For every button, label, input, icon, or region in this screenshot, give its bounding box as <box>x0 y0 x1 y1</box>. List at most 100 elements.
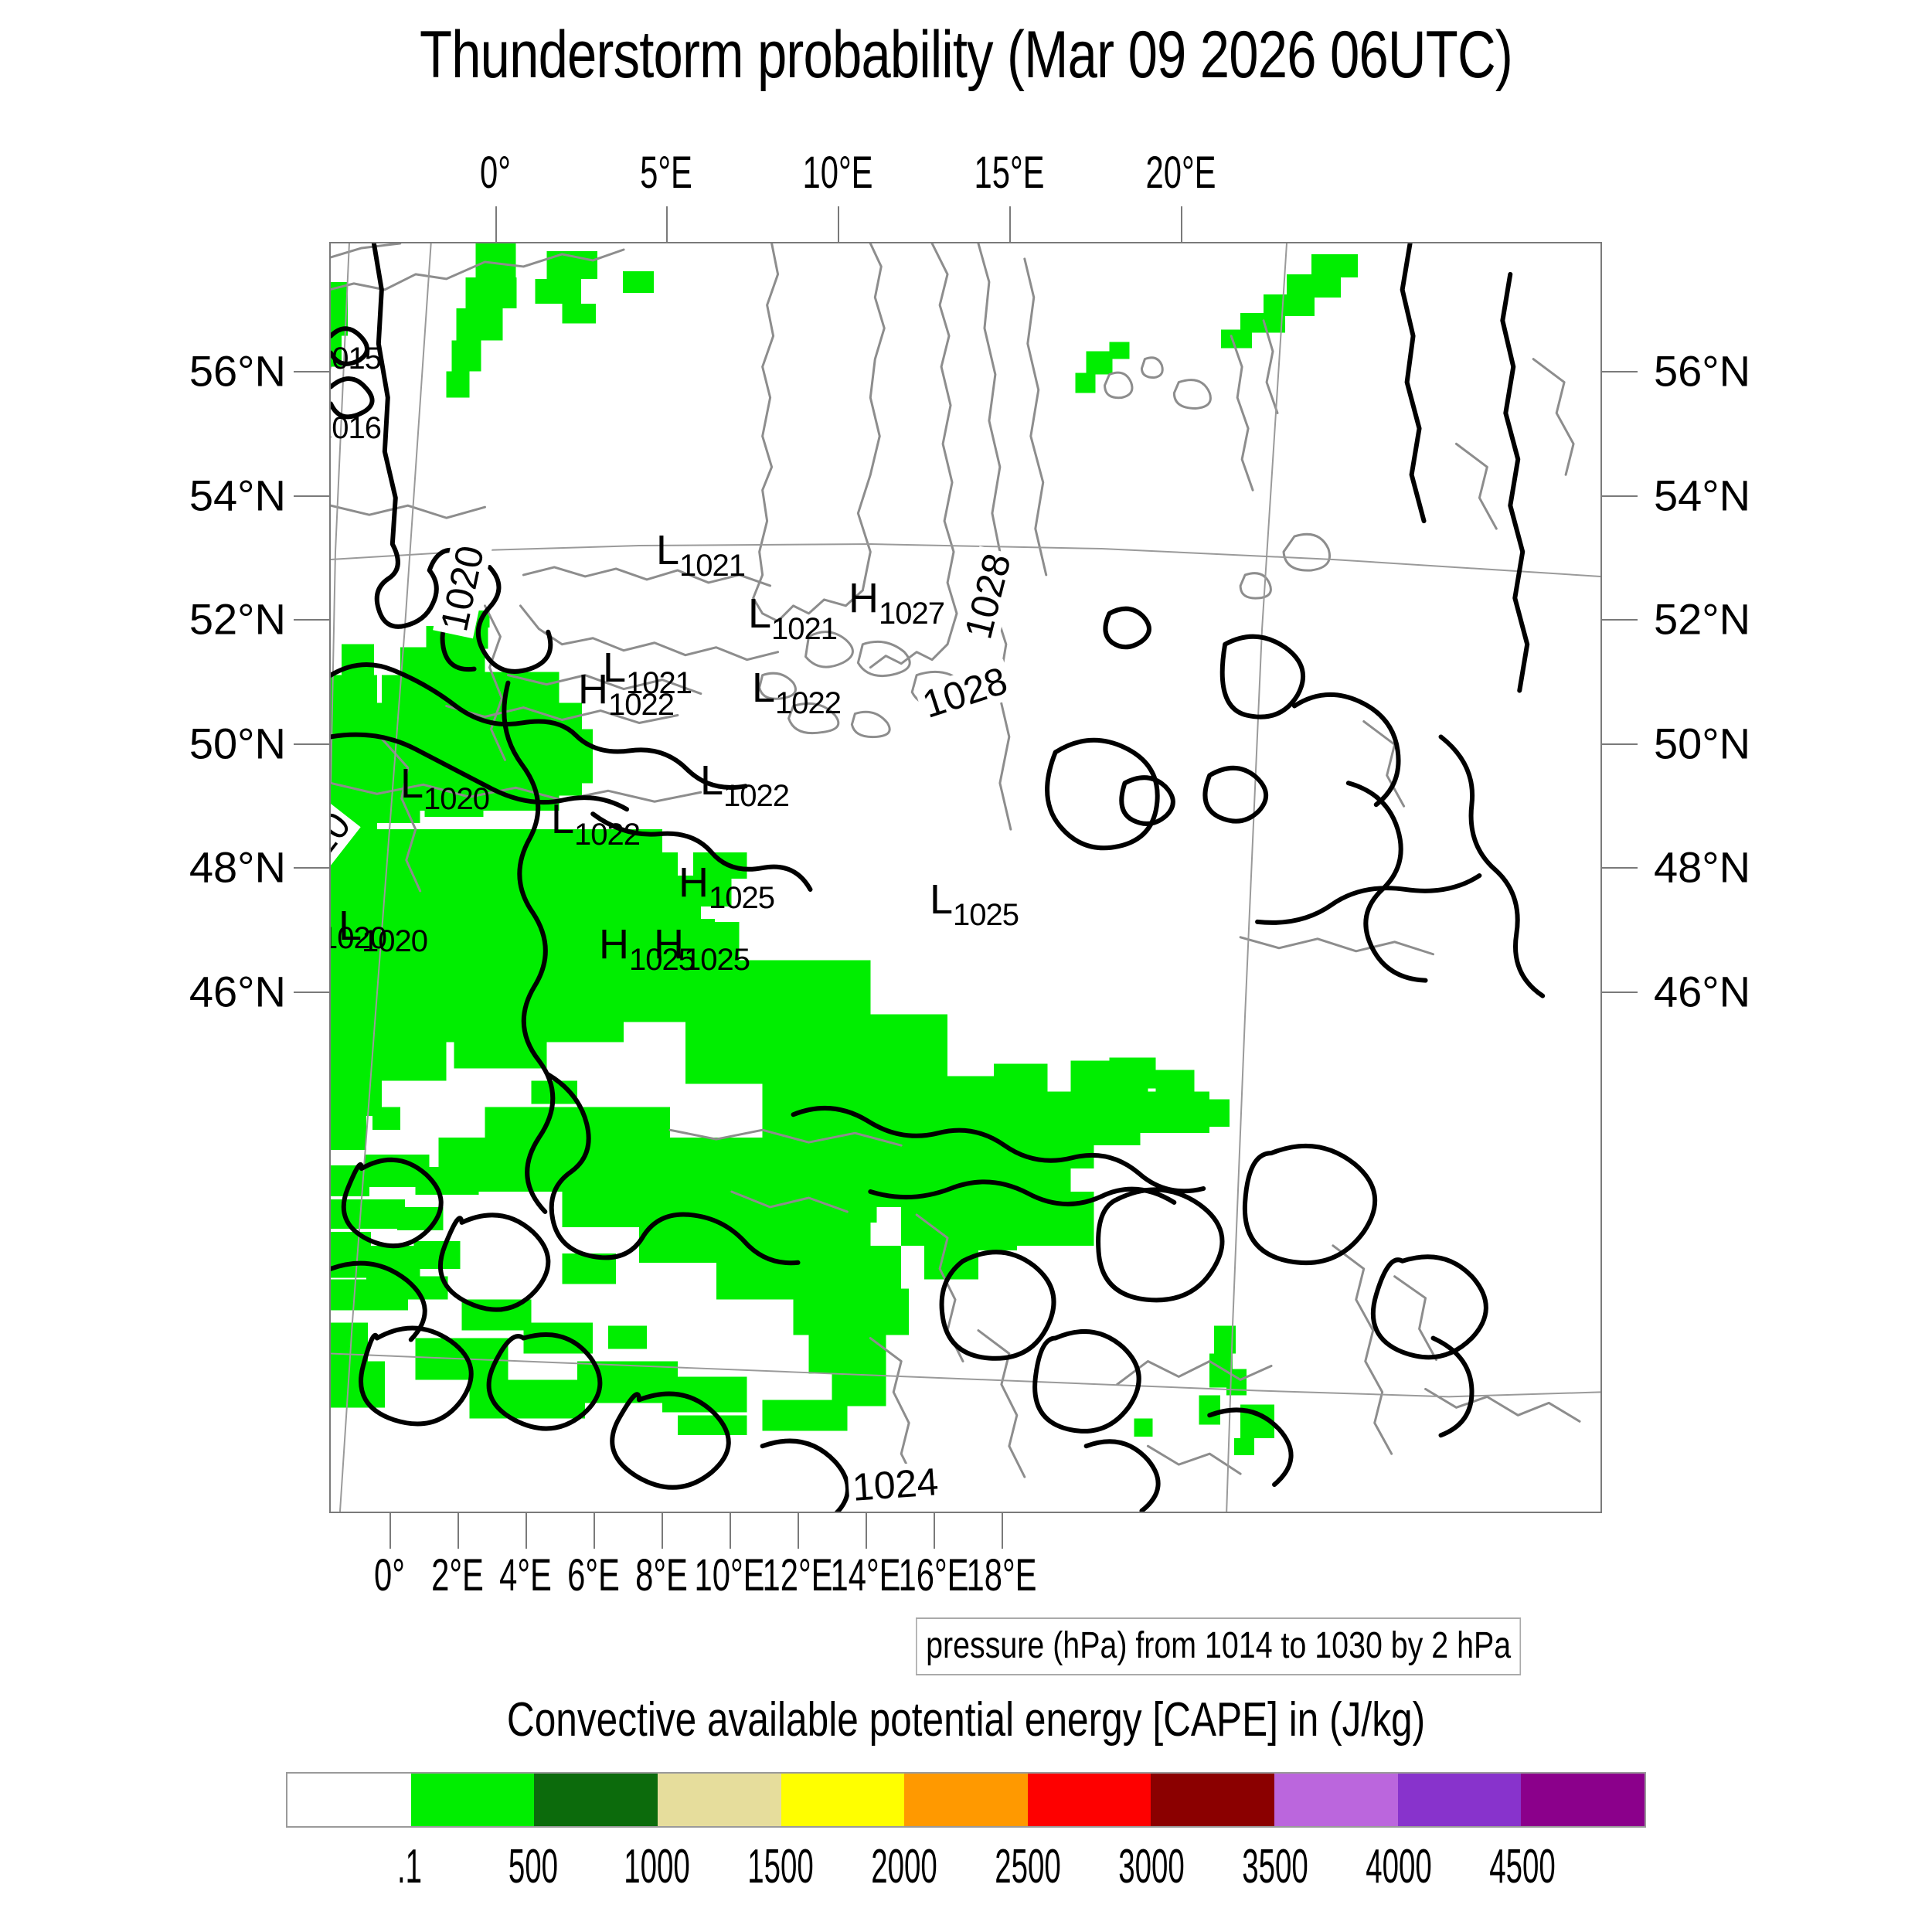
lon-label-bottom-1: 2°E <box>431 1550 484 1600</box>
page-title: Thunderstorm probability (Mar 09 2026 06… <box>419 18 1513 92</box>
lat-label-left-1: 54°N <box>189 471 286 519</box>
colorbar-cell-8 <box>1274 1774 1398 1826</box>
pressure-center-L-1022-a: L1022 <box>752 665 842 721</box>
lat-tick-left-2 <box>294 619 329 621</box>
isobar-contour-layer <box>331 243 1546 1512</box>
lon-tick-bottom-4 <box>662 1513 663 1549</box>
pressure-center-H-1025-b: H1025 <box>599 921 696 978</box>
colorbar-cells <box>286 1772 1646 1828</box>
pressure-contour-note: pressure (hPa) from 1014 to 1030 by 2 hP… <box>916 1617 1522 1675</box>
lat-tick-right-2 <box>1602 619 1638 621</box>
lon-tick-bottom-7 <box>866 1513 867 1549</box>
lon-label-bottom-2: 4°E <box>499 1550 552 1600</box>
lon-label-bottom-6: 12°E <box>762 1550 833 1600</box>
lon-tick-bottom-2 <box>526 1513 527 1549</box>
colorbar-cell-4 <box>781 1774 905 1826</box>
lat-label-right-0: 56°N <box>1654 346 1751 396</box>
lon-label-top-0: 0° <box>480 148 511 198</box>
lat-label-right-2: 52°N <box>1654 594 1751 644</box>
colorbar-tick-9: 4500 <box>1489 1840 1556 1893</box>
lon-label-bottom-4: 8°E <box>635 1550 688 1600</box>
lon-tick-bottom-0 <box>389 1513 391 1549</box>
lat-label-right-3: 50°N <box>1654 719 1751 767</box>
colorbar-tick-4: 2000 <box>871 1840 937 1893</box>
lon-tick-bottom-8 <box>934 1513 935 1549</box>
lat-tick-left-3 <box>294 743 329 745</box>
lon-label-bottom-5: 10°E <box>694 1550 765 1600</box>
pressure-center-H-1025-a: H1025 <box>679 859 775 916</box>
pressure-center-L-1020-a: L1020 <box>400 760 490 817</box>
lon-label-top-3: 15°E <box>974 148 1045 198</box>
pressure-center-H-1025-c: H1025 <box>654 921 750 978</box>
lat-tick-left-1 <box>294 495 329 497</box>
lon-tick-bottom-3 <box>594 1513 595 1549</box>
colorbar-tick-labels: .1 500 1000 1500 2000 2500 3000 3500 4000 4500 <box>286 1839 1646 1901</box>
map-plot-area: 1020 1020 1028 1028 1024 L1015 L1016 L10… <box>329 242 1602 1513</box>
lon-tick-bottom-9 <box>1002 1513 1003 1549</box>
pressure-center-L-1021-b: L1021 <box>748 590 838 647</box>
lat-label-right-5: 46°N <box>1654 967 1751 1015</box>
pressure-center-L-1020-b: L1020 <box>338 903 428 959</box>
pressure-center-H-1020: H1020 <box>331 921 387 956</box>
lat-label-left-0: 56°N <box>189 346 286 396</box>
lat-label-right-4: 48°N <box>1654 842 1751 892</box>
lat-tick-left-0 <box>294 371 329 372</box>
lon-tick-top-0 <box>495 206 497 242</box>
cape-shading-layer <box>331 243 1358 1456</box>
colorbar-cell-5 <box>904 1774 1028 1826</box>
lat-tick-right-5 <box>1602 991 1638 993</box>
lon-label-top-1: 5°E <box>640 148 692 198</box>
lon-label-bottom-7: 14°E <box>830 1550 901 1600</box>
colorbar-tick-7: 3500 <box>1242 1840 1308 1893</box>
colorbar-tick-0: .1 <box>396 1840 423 1893</box>
lon-tick-bottom-6 <box>798 1513 799 1549</box>
pressure-center-H-1027: H1027 <box>849 575 945 631</box>
colorbar-caption: Convective available potential energy [C… <box>506 1693 1426 1747</box>
colorbar <box>286 1772 1646 1828</box>
lat-tick-right-0 <box>1602 371 1638 372</box>
pressure-center-L-1025: L1025 <box>930 876 1019 933</box>
coastline-layer <box>331 243 1581 1486</box>
pressure-center-L-1021-a: L1021 <box>656 527 746 583</box>
colorbar-cell-9 <box>1397 1774 1522 1826</box>
lat-tick-right-1 <box>1602 495 1638 497</box>
colorbar-tick-2: 1000 <box>624 1840 690 1893</box>
colorbar-tick-1: 500 <box>508 1840 559 1893</box>
colorbar-tick-6: 3000 <box>1118 1840 1185 1893</box>
lon-label-bottom-3: 6°E <box>567 1550 620 1600</box>
lon-label-bottom-0: 0° <box>374 1550 405 1600</box>
pressure-center-L-1015: L1015 <box>331 342 382 376</box>
lat-tick-left-4 <box>294 867 329 869</box>
colorbar-cell-6 <box>1027 1774 1151 1826</box>
lat-label-left-3: 50°N <box>189 719 286 767</box>
colorbar-cell-3 <box>657 1774 781 1826</box>
pressure-center-L-1022-b: L1022 <box>700 757 790 814</box>
lon-label-top-4: 20°E <box>1145 148 1216 198</box>
colorbar-cell-0 <box>287 1774 411 1826</box>
contour-label-1024: 1024 <box>847 1460 944 1509</box>
lon-tick-top-1 <box>666 206 668 242</box>
lon-label-bottom-9: 18°E <box>966 1550 1037 1600</box>
map-canvas <box>331 243 1600 1512</box>
lon-tick-top-4 <box>1181 206 1182 242</box>
colorbar-cell-1 <box>410 1774 535 1826</box>
lat-label-right-1: 54°N <box>1654 471 1751 519</box>
lon-tick-bottom-1 <box>457 1513 459 1549</box>
colorbar-tick-5: 2500 <box>995 1840 1061 1893</box>
lon-label-bottom-8: 16°E <box>898 1550 969 1600</box>
colorbar-cell-10 <box>1521 1774 1645 1826</box>
lat-tick-left-5 <box>294 991 329 993</box>
lat-label-left-2: 52°N <box>189 594 286 644</box>
lon-tick-top-2 <box>838 206 839 242</box>
lat-label-left-4: 48°N <box>189 842 286 892</box>
colorbar-cell-7 <box>1151 1774 1275 1826</box>
colorbar-tick-3: 1500 <box>747 1840 814 1893</box>
lat-label-left-5: 46°N <box>189 967 286 1015</box>
colorbar-cell-2 <box>534 1774 658 1826</box>
lat-tick-right-4 <box>1602 867 1638 869</box>
pressure-center-H-1022: H1022 <box>578 666 675 723</box>
pressure-center-L-1021-c: L1021 <box>603 645 692 701</box>
pressure-center-L-1016: L1016 <box>331 411 382 446</box>
lon-label-top-2: 10°E <box>802 148 873 198</box>
lon-tick-top-3 <box>1009 206 1011 242</box>
